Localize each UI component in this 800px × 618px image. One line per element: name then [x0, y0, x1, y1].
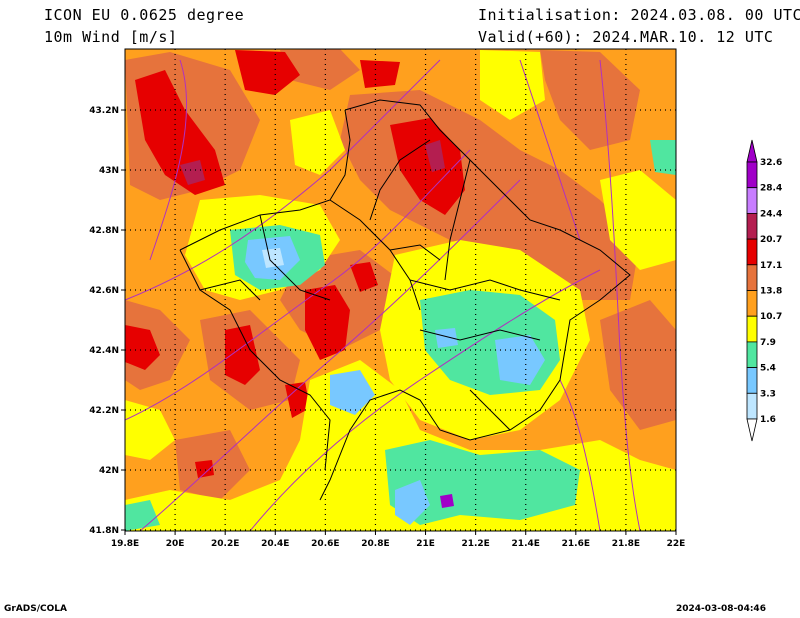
- lon-tick-label: 22E: [667, 539, 686, 549]
- field-zone-38: [435, 328, 458, 348]
- lon-tick-label: 20.2E: [211, 539, 239, 549]
- colorbar-segment: [746, 367, 758, 394]
- admin-borders: [179, 99, 631, 501]
- colorbar-segment: [746, 264, 758, 291]
- field-zone-12: [360, 60, 400, 88]
- colorbar-label: 20.7: [760, 235, 782, 245]
- field-zone-37: [395, 480, 430, 525]
- field-zone-11: [235, 50, 300, 95]
- field-zone-26: [480, 50, 545, 120]
- init-time: Initialisation: 2024.03.08. 00 UTC: [478, 6, 800, 24]
- lat-tick-label: 43.2N: [89, 106, 119, 116]
- field-zone-13: [390, 118, 465, 215]
- colorbar-bottom-arrow: [746, 418, 758, 442]
- field-zone-32: [125, 500, 160, 531]
- field-zone-17: [125, 325, 160, 370]
- field-zone-20: [425, 140, 445, 172]
- field-zone-14: [305, 285, 350, 360]
- colorbar-label: 17.1: [760, 261, 782, 271]
- colorbar-label: 13.8: [760, 287, 782, 297]
- field-zone-36: [495, 335, 545, 385]
- variable-title: 10m Wind [m/s]: [44, 28, 178, 46]
- colorbar-label: 1.6: [760, 415, 776, 425]
- colorbar-label: 32.6: [760, 158, 782, 168]
- colorbar-segment: [746, 187, 758, 214]
- lon-tick-label: 20.6E: [311, 539, 339, 549]
- field-zone-18: [285, 382, 310, 418]
- colorbar-top-arrow: [746, 139, 758, 163]
- lat-tick-label: 42.2N: [89, 406, 119, 416]
- lon-tick-label: 21.8E: [612, 539, 640, 549]
- colorbar-segment: [746, 212, 758, 240]
- field-zone-35: [330, 370, 375, 415]
- field-zone-40: [440, 494, 454, 508]
- lon-tick-label: 19.8E: [111, 539, 139, 549]
- colorbar-label: 5.4: [760, 364, 776, 374]
- valid-time: Valid(+60): 2024.MAR.10. 12 UTC: [478, 28, 774, 46]
- field-zone-27: [600, 170, 676, 270]
- footer-left: GrADS/COLA: [4, 604, 67, 614]
- streamlines: [125, 59, 641, 531]
- lat-tick-label: 42.8N: [89, 226, 119, 236]
- lon-tick-label: 21.2E: [461, 539, 489, 549]
- lat-tick-label: 43N: [99, 166, 119, 176]
- colorbar-segment: [746, 161, 758, 189]
- field-zone-6: [540, 50, 640, 150]
- colorbar-segment: [746, 238, 758, 266]
- field-zone-21: [180, 160, 205, 185]
- colorbar-label: 24.4: [760, 209, 782, 219]
- field-zone-23: [290, 110, 345, 175]
- colorbar-label: 28.4: [760, 184, 782, 194]
- lon-tick-label: 20.4E: [261, 539, 289, 549]
- colorbar-label: 10.7: [760, 312, 782, 322]
- field-zone-31: [385, 440, 580, 525]
- footer-right: 2024-03-08-04:46: [676, 604, 766, 614]
- lon-tick-label: 20.8E: [361, 539, 389, 549]
- field-zone-15: [350, 262, 378, 292]
- lat-tick-label: 42.4N: [89, 346, 119, 356]
- colorbar: 32.6 28.4 24.4 20.7 17.1 13.8 10.7 7.9 5.4 3.3 1.6: [746, 139, 782, 442]
- colorbar-segment: [746, 290, 758, 317]
- field-zone-33: [650, 140, 676, 175]
- lat-lon-grid: [125, 49, 676, 531]
- lon-tick-label: 20E: [166, 539, 185, 549]
- colorbar-segment: [746, 392, 758, 420]
- lon-tick-label: 21E: [416, 539, 435, 549]
- field-zone-9: [280, 49, 360, 90]
- model-title: ICON EU 0.0625 degree: [44, 6, 245, 24]
- field-zone-10: [135, 70, 225, 195]
- field-zone-39: [262, 248, 284, 268]
- lat-tick-label: 41.8N: [89, 526, 119, 536]
- map-axes: 19.8E 20E 20.2E 20.4E 20.6E 20.8E 21E 21.2E 21.4…: [89, 106, 685, 549]
- field-zone-28: [125, 400, 175, 460]
- lon-tick-label: 21.6E: [562, 539, 590, 549]
- lat-tick-label: 42N: [99, 466, 119, 476]
- colorbar-segment: [746, 315, 758, 343]
- lon-tick-label: 21.4E: [512, 539, 540, 549]
- lat-tick-label: 42.6N: [89, 286, 119, 296]
- colorbar-label: 7.9: [760, 338, 776, 348]
- colorbar-label: 3.3: [760, 389, 776, 399]
- field-zone-19: [195, 460, 214, 478]
- colorbar-segment: [746, 341, 758, 368]
